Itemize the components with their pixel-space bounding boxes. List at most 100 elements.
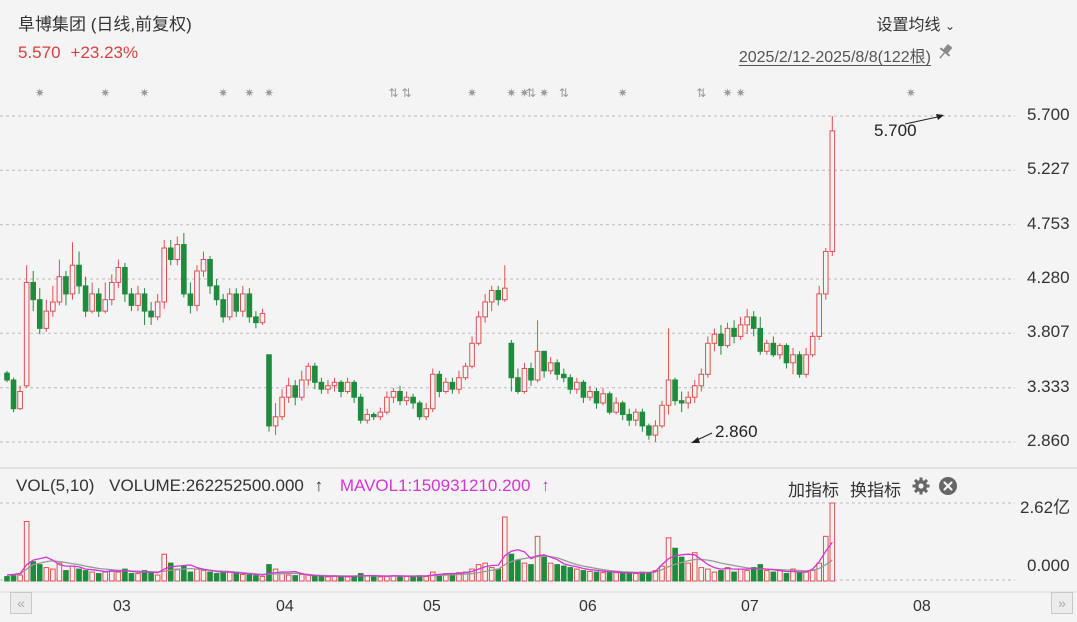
candle-body bbox=[515, 377, 521, 392]
candle-body bbox=[161, 247, 167, 303]
volume-bar bbox=[305, 574, 312, 582]
volume-bar bbox=[567, 567, 574, 582]
scroll-left-button[interactable]: « bbox=[10, 592, 32, 614]
ma-settings-button[interactable]: 设置均线 ⌄ bbox=[876, 11, 955, 35]
candle-body bbox=[36, 299, 43, 329]
event-marker-icon: ✷ bbox=[100, 86, 110, 100]
volume-bar bbox=[213, 573, 220, 582]
price-tick-label: 5.227 bbox=[1027, 159, 1070, 179]
candle-body bbox=[357, 396, 364, 421]
volume-bar bbox=[233, 573, 240, 582]
candle-body bbox=[528, 368, 534, 381]
candle-body bbox=[822, 250, 829, 295]
volume-bar bbox=[154, 574, 161, 582]
candle-body bbox=[371, 413, 377, 418]
candle-body bbox=[4, 372, 10, 381]
candle-body bbox=[240, 293, 246, 312]
volume-bar bbox=[272, 568, 279, 582]
event-markers: ✷ ✷ ✷ ✷ ✷ ✷ ⇅ ⇅ ✷ ✷ ✷⇅ ✷ ⇅ ✷ ⇅ ✷ ✷ ✷ bbox=[35, 86, 916, 100]
volume-bar bbox=[36, 564, 43, 582]
pin-icon[interactable] bbox=[934, 42, 956, 62]
candle-body bbox=[207, 258, 213, 287]
price-change-line: 5.570 +23.23% bbox=[18, 43, 148, 63]
volume-bar bbox=[777, 570, 783, 582]
event-marker-icon: ⇅ bbox=[559, 86, 569, 100]
candle-body bbox=[777, 345, 783, 356]
candle-body bbox=[737, 324, 744, 337]
mavol1-line bbox=[6, 541, 833, 578]
volume-bar bbox=[344, 576, 351, 582]
candle-body bbox=[443, 381, 449, 392]
candle-body bbox=[488, 289, 495, 303]
candle-body bbox=[76, 264, 82, 287]
volume-bar bbox=[82, 570, 89, 582]
volume-bar bbox=[331, 575, 338, 582]
volume-bar bbox=[515, 559, 521, 582]
volume-bar bbox=[10, 575, 17, 582]
candle-body bbox=[115, 267, 122, 283]
candle-body bbox=[312, 365, 318, 383]
annotations: 5.700 2.860 bbox=[691, 114, 944, 443]
volume-bar bbox=[397, 576, 403, 582]
candle-body bbox=[731, 327, 737, 337]
volume-bar bbox=[790, 568, 796, 582]
candle-body bbox=[17, 390, 23, 410]
volume-bar bbox=[829, 502, 836, 582]
volume-arrow: ↑ bbox=[314, 476, 324, 495]
candle-body bbox=[82, 285, 89, 312]
volume-bar bbox=[161, 553, 167, 582]
volume-bar bbox=[410, 576, 416, 582]
low-annotation: 2.860 bbox=[715, 422, 758, 441]
candle-body bbox=[541, 350, 547, 372]
candle-body bbox=[521, 368, 528, 392]
date-range-link[interactable]: 2025/2/12-2025/8/8(122根) bbox=[738, 49, 931, 66]
candle-body bbox=[665, 379, 672, 406]
candle-body bbox=[279, 396, 285, 418]
candle-body bbox=[154, 301, 161, 318]
candle-body bbox=[200, 258, 207, 272]
volume-bar bbox=[757, 564, 764, 582]
candle-body bbox=[50, 301, 56, 312]
candle-body bbox=[305, 365, 312, 381]
event-marker-icon: ✷ bbox=[519, 86, 529, 100]
volume-bar bbox=[521, 562, 528, 582]
volume-bar bbox=[69, 565, 76, 582]
candle-body bbox=[318, 381, 325, 390]
volume-bar bbox=[626, 573, 633, 582]
volume-bar bbox=[174, 568, 181, 582]
volume-bar bbox=[187, 571, 194, 582]
candle-body bbox=[285, 385, 292, 398]
candle-body bbox=[482, 301, 488, 318]
event-marker-icon: ✷ bbox=[618, 86, 628, 100]
volume-bar bbox=[43, 567, 50, 582]
gear-icon[interactable] bbox=[911, 476, 931, 496]
add-indicator-button[interactable]: 加指标 bbox=[788, 481, 839, 500]
volume-bar bbox=[312, 575, 318, 582]
candle-body bbox=[102, 299, 109, 312]
month-tick-label: 04 bbox=[276, 598, 294, 615]
volume-bar bbox=[750, 567, 757, 582]
volume-bar bbox=[469, 568, 475, 582]
candle-body bbox=[796, 354, 803, 375]
candle-body bbox=[534, 350, 541, 381]
pct-change: +23.23% bbox=[70, 43, 139, 62]
volume-bar bbox=[534, 535, 541, 582]
scroll-right-button[interactable]: » bbox=[1051, 592, 1073, 614]
volume-bar bbox=[240, 573, 246, 582]
swap-indicator-button[interactable]: 换指标 bbox=[850, 481, 901, 500]
candle-body bbox=[135, 293, 141, 306]
volume-bar bbox=[253, 575, 259, 582]
candle-body bbox=[331, 381, 338, 387]
event-marker-icon: ✷ bbox=[264, 86, 274, 100]
event-marker-icon: ⇅ bbox=[696, 86, 706, 100]
volume-bar bbox=[502, 516, 508, 582]
volume-bar bbox=[606, 570, 613, 582]
candle-body bbox=[325, 385, 331, 390]
mavol-lines bbox=[6, 541, 833, 578]
mavol-value: MAVOL1:150931210.200 bbox=[339, 476, 531, 495]
close-icon[interactable] bbox=[938, 476, 958, 496]
volume-bar bbox=[135, 573, 141, 582]
volume-bar bbox=[783, 573, 790, 582]
